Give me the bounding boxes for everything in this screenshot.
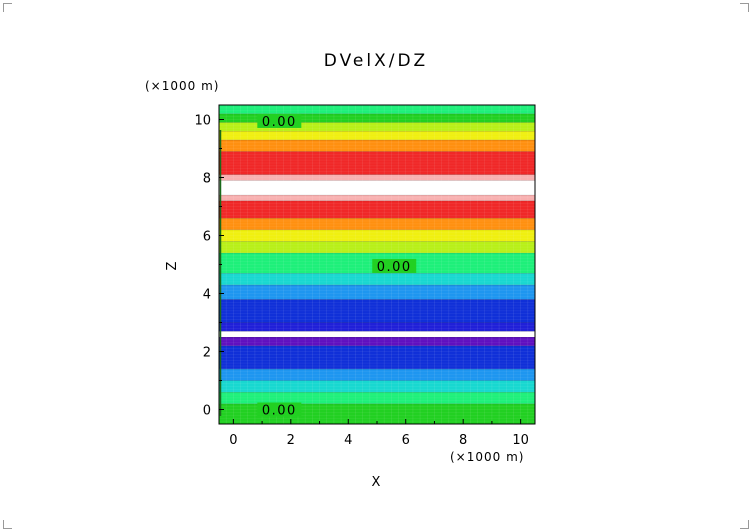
x-tick-label: 10 — [512, 433, 529, 448]
color-band — [219, 200, 535, 219]
color-band — [219, 380, 535, 393]
color-band — [219, 331, 535, 337]
contour-label-bg — [372, 258, 417, 273]
color-band — [219, 337, 535, 346]
chart-title: DVelX/DZ — [324, 51, 428, 71]
contour-label: 0.00 — [377, 260, 412, 275]
contour-label-bg — [257, 402, 302, 417]
color-band — [219, 180, 535, 195]
y-tick-label: 8 — [203, 172, 211, 187]
color-band — [219, 131, 535, 140]
color-band — [219, 151, 535, 175]
page-corner-mark — [3, 3, 12, 12]
color-band — [219, 194, 535, 201]
color-band — [219, 284, 535, 300]
color-band — [219, 105, 535, 114]
x-tick-label: 8 — [459, 433, 467, 448]
page-corner-mark — [740, 520, 749, 529]
y-tick-label: 0 — [203, 404, 211, 419]
color-band — [219, 273, 535, 285]
color-band — [219, 229, 535, 242]
color-band — [219, 368, 535, 381]
color-band — [219, 218, 535, 230]
grid-layer — [219, 104, 535, 424]
color-band — [219, 345, 535, 369]
color-band — [219, 322, 535, 332]
y-tick-label: 6 — [203, 230, 211, 245]
y-tick-label: 2 — [203, 346, 211, 361]
y-axis-label: Z — [165, 261, 180, 270]
color-band — [219, 299, 535, 323]
contour-label: 0.00 — [262, 404, 297, 419]
contour-label-layer: 0.00 0.00 0.00 — [257, 113, 417, 419]
x-unit-label: (×1000 m) — [450, 450, 524, 464]
y-unit-label: (×1000 m) — [145, 79, 219, 93]
page-corner-mark — [3, 520, 12, 529]
color-band — [219, 174, 535, 181]
y-tick-label: 10 — [194, 114, 211, 129]
x-tick-label: 0 — [229, 433, 237, 448]
color-band — [219, 139, 535, 152]
color-band — [219, 122, 535, 132]
contour-label: 0.00 — [262, 115, 297, 130]
x-tick-label: 6 — [402, 433, 410, 448]
x-tick-label: 2 — [287, 433, 295, 448]
tick-layer: 0 2 4 6 8 10 0 2 4 6 8 10 — [194, 114, 528, 449]
x-axis-label: X — [372, 475, 381, 490]
page-corner-mark — [740, 3, 749, 12]
color-band — [219, 392, 535, 404]
contour-label-bg — [257, 113, 302, 128]
color-band — [219, 241, 535, 253]
color-band — [219, 113, 535, 123]
x-tick-label: 4 — [344, 433, 352, 448]
y-tick-label: 4 — [203, 288, 211, 303]
